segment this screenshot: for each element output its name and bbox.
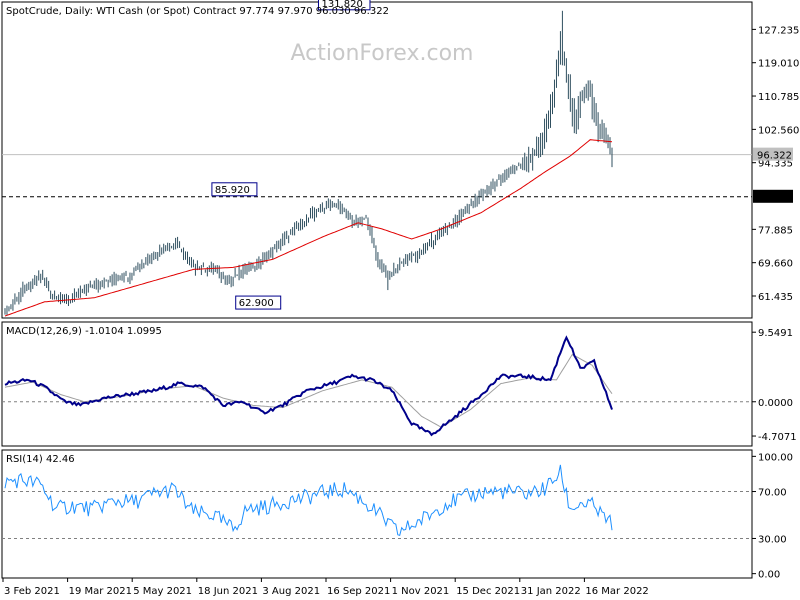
moving-average-line (4, 139, 613, 317)
price-levels: 96.322 85.920 (2, 147, 793, 204)
support-level-label: 85.920 (757, 193, 792, 204)
price-bars (4, 10, 613, 315)
macd-y-axis: 9.5491 0.0000 -4.7071 (2, 328, 797, 443)
price-annotations: 131.820 85.920 62.900 (211, 0, 371, 310)
price-annotation-label: 131.820 (321, 0, 362, 10)
x-tick-label: 3 Feb 2021 (4, 586, 60, 597)
x-tick-label: 16 Sep 2021 (327, 586, 390, 597)
price-tick-label: 102.560 (758, 125, 799, 136)
macd-tick-label: 0.0000 (758, 398, 793, 409)
macd-tick-label: -4.7071 (758, 432, 797, 443)
price-tick-label: 94.335 (758, 159, 793, 170)
price-tick-label: 110.785 (758, 92, 799, 103)
rsi-tick-label: 30.00 (758, 534, 787, 545)
price-annotation-box (235, 295, 282, 310)
x-tick-label: 15 Dec 2021 (456, 586, 520, 597)
rsi-header: RSI(14) 42.46 (6, 454, 75, 465)
price-tick-label: 119.010 (758, 59, 799, 70)
x-tick-label: 19 Mar 2021 (69, 586, 132, 597)
price-y-axis: 127.235 119.010 110.785 102.560 94.335 77.885… (752, 25, 799, 303)
rsi-tick-label: 0.00 (758, 570, 780, 581)
price-annotation-label: 62.900 (239, 298, 274, 309)
price-tick-label: 69.660 (758, 259, 793, 270)
x-tick-label: 3 Aug 2021 (262, 586, 320, 597)
x-tick-label: 5 May 2021 (133, 586, 192, 597)
price-header: SpotCrude, Daily: WTI Cash (or Spot) Con… (6, 6, 389, 17)
macd-panel-frame (1, 321, 753, 447)
macd-line (4, 335, 613, 437)
price-annotation-box (317, 0, 371, 11)
rsi-tick-label: 100.00 (758, 452, 793, 463)
price-tick-label: 77.885 (758, 225, 793, 236)
x-tick-label: 31 Jan 2022 (521, 586, 581, 597)
rsi-line (4, 464, 613, 537)
watermark: ActionForex.com (291, 41, 474, 66)
x-tick-label: 1 Nov 2021 (392, 586, 450, 597)
price-tick-label: 127.235 (758, 25, 799, 36)
rsi-tick-label: 70.00 (758, 488, 787, 499)
x-tick-label: 18 Jun 2021 (198, 586, 258, 597)
price-annotation-label: 85.920 (215, 185, 250, 196)
price-tick-label: 61.435 (758, 292, 793, 303)
rsi-y-axis: 100.00 70.00 30.00 0.00 (2, 452, 793, 581)
macd-header: MACD(12,26,9) -1.0104 1.0995 (6, 326, 162, 337)
price-annotation-box (211, 182, 258, 197)
x-axis: 3 Feb 2021 19 Mar 2021 5 May 2021 18 Jun 20… (2, 578, 649, 597)
x-tick-label: 16 Mar 2022 (585, 586, 648, 597)
current-price-label: 96.322 (757, 151, 792, 162)
macd-tick-label: 9.5491 (758, 328, 793, 339)
price-panel-frame (1, 1, 753, 319)
rsi-panel-frame (1, 449, 753, 579)
macd-signal-line (4, 353, 613, 428)
support-level-box (753, 189, 793, 203)
current-price-box (753, 147, 793, 161)
